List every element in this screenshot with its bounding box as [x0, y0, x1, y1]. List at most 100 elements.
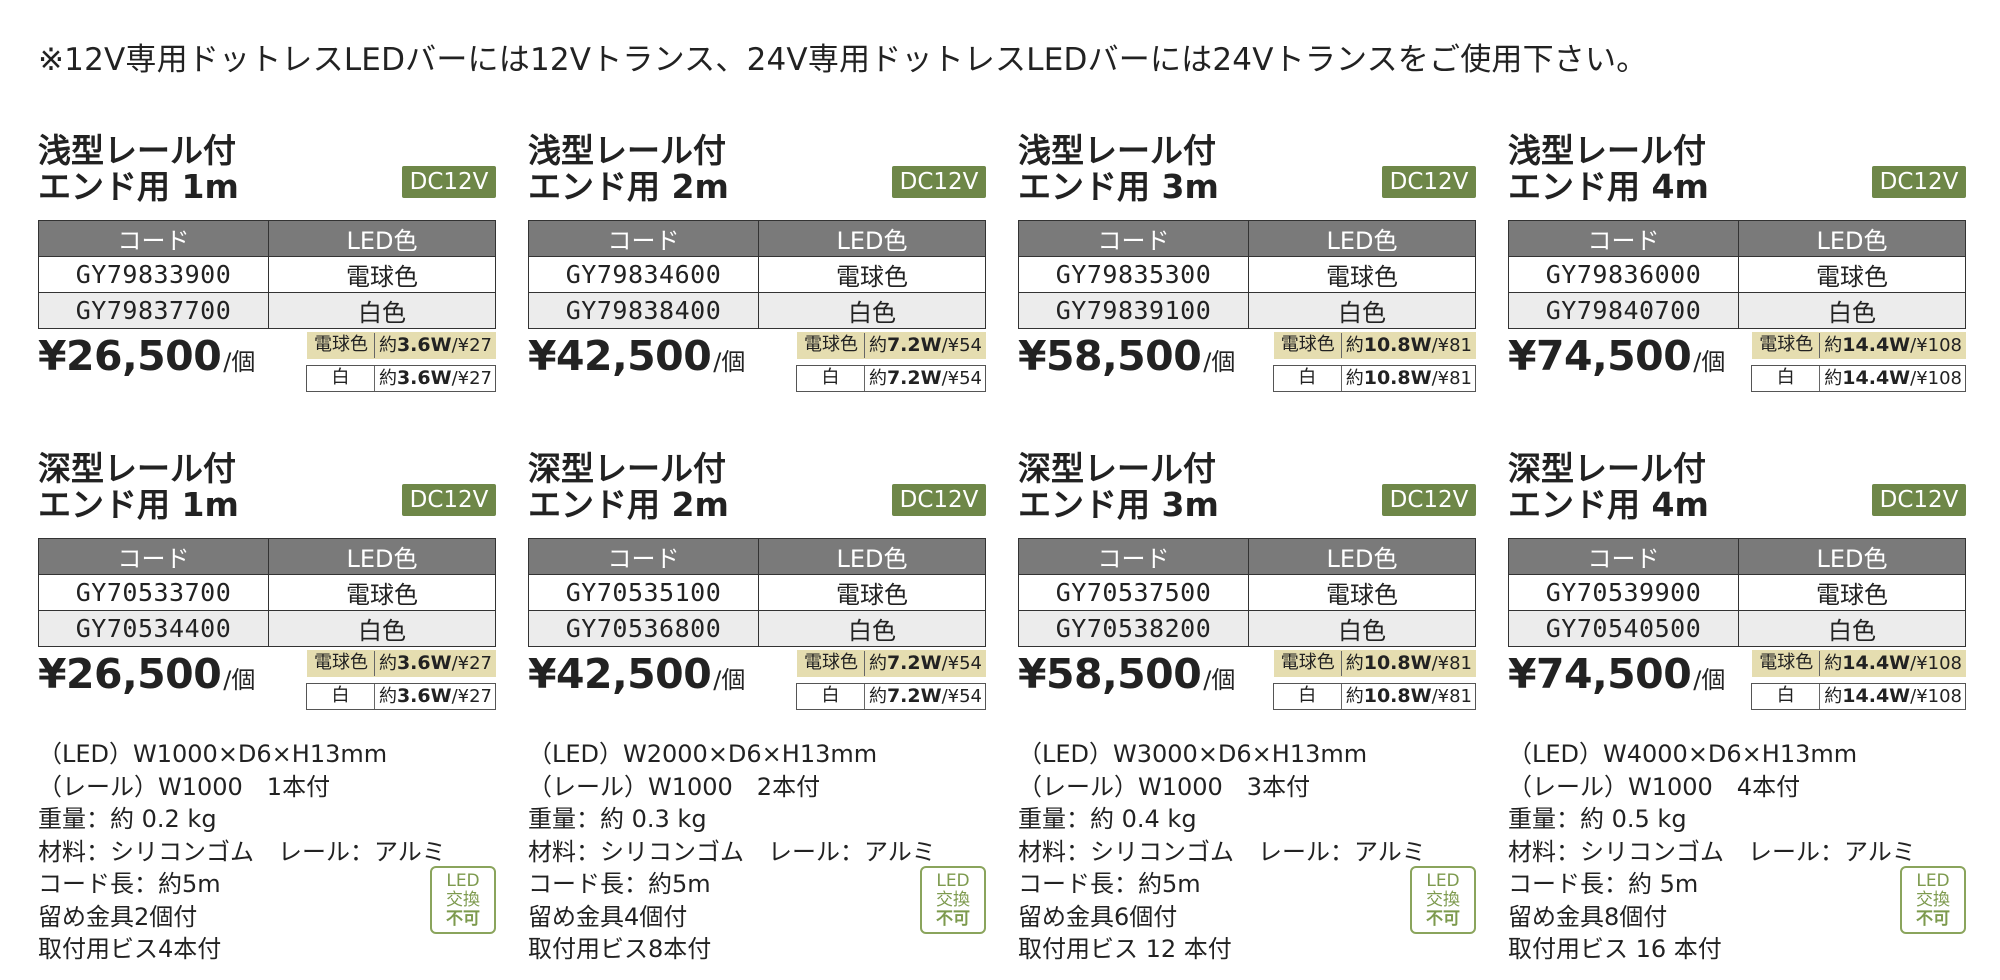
wattage: 3.6W	[396, 652, 452, 674]
price: ¥74,500/個	[1508, 650, 1725, 698]
notice-text: ※12V専用ドットレスLEDバーには12Vトランス、24V専用ドットレスLEDバ…	[38, 42, 1648, 78]
table-header-row: コード LED色	[38, 538, 496, 575]
code-column-header: コード	[1508, 220, 1739, 257]
product-title: 深型レール付 エンド用 1m DC12V	[38, 440, 496, 538]
led-color-column-header: LED色	[268, 538, 496, 575]
product-title-length: エンド用 2m	[528, 485, 729, 524]
electric-cost: /¥54	[941, 368, 982, 389]
electric-cost: /¥108	[1910, 335, 1962, 356]
electric-cost: /¥27	[451, 335, 492, 356]
product-title: 浅型レール付 エンド用 2m DC12V	[528, 122, 986, 220]
led-badge-line: 不可	[1426, 909, 1460, 929]
electric-cost: /¥81	[1431, 653, 1472, 674]
led-color: 白色	[1248, 292, 1476, 329]
price-amount: ¥26,500	[38, 332, 222, 380]
price-amount: ¥58,500	[1018, 332, 1202, 380]
price-unit: /個	[223, 666, 256, 694]
spec-line: （レール）W1000 2本付	[528, 772, 821, 801]
power-label-white: 白	[1274, 366, 1342, 391]
voltage-badge: DC12V	[1872, 166, 1966, 198]
price: ¥58,500/個	[1018, 332, 1235, 380]
wattage: 7.2W	[886, 685, 942, 707]
product-code: GY70537500	[1018, 574, 1249, 611]
led-not-replaceable-badge: LED 交換 不可	[920, 866, 986, 934]
code-column-header: コード	[38, 538, 269, 575]
approx-label: 約	[868, 335, 887, 356]
table-header-row: コード LED色	[528, 220, 986, 257]
code-column-header: コード	[1508, 538, 1739, 575]
spec-line: （レール）W1000 1本付	[38, 772, 331, 801]
power-white: 白 約7.2W/¥54	[795, 365, 986, 392]
led-color: 白色	[268, 292, 496, 329]
led-badge-line: LED	[1916, 871, 1950, 891]
electric-cost: /¥54	[941, 686, 982, 707]
price-unit: /個	[1693, 348, 1726, 376]
approx-label: 約	[378, 368, 397, 389]
product-title-length: エンド用 1m	[38, 485, 239, 524]
led-color: 電球色	[1248, 256, 1476, 293]
led-badge-line: 交換	[1426, 890, 1460, 910]
product-card: 深型レール付 エンド用 4m DC12V コード LED色 GY70539900…	[1508, 440, 1966, 963]
approx-label: 約	[378, 335, 397, 356]
product-code: GY70533700	[38, 574, 269, 611]
wattage: 3.6W	[396, 685, 452, 707]
power-white: 白 約10.8W/¥81	[1272, 365, 1476, 392]
product-code: GY70538200	[1018, 610, 1249, 647]
spec-line: 材料：シリコンゴム レール：アルミ	[1018, 837, 1426, 866]
approx-label: 約	[378, 653, 397, 674]
product-card: 浅型レール付 エンド用 4m DC12V コード LED色 GY79836000…	[1508, 122, 1966, 392]
table-row: GY70538200 白色	[1018, 610, 1476, 647]
wattage: 14.4W	[1842, 367, 1911, 389]
spec-line: コード長：約 5m	[1508, 870, 1699, 898]
voltage-badge: DC12V	[402, 166, 496, 198]
power-white: 白 約10.8W/¥81	[1272, 683, 1476, 710]
product-code: GY70534400	[38, 610, 269, 647]
power-value: 約10.8W/¥81	[1342, 366, 1475, 391]
price-unit: /個	[713, 348, 746, 376]
price: ¥26,500/個	[38, 650, 255, 698]
power-bulb-color: 電球色 約7.2W/¥54	[796, 332, 986, 359]
code-table: コード LED色 GY79834600 電球色 GY79838400 白色	[528, 220, 986, 329]
power-value: 約7.2W/¥54	[865, 684, 985, 709]
led-color-column-header: LED色	[758, 220, 986, 257]
led-color: 電球色	[268, 256, 496, 293]
table-row: GY70534400 白色	[38, 610, 496, 647]
power-white: 白 約14.4W/¥108	[1751, 683, 1966, 710]
led-badge-line: 不可	[446, 909, 480, 929]
product-title-length: エンド用 3m	[1018, 485, 1219, 524]
price-unit: /個	[1203, 348, 1236, 376]
power-value: 約3.6W/¥27	[375, 651, 495, 676]
spec-line: （レール）W1000 4本付	[1508, 772, 1801, 801]
product-card: 浅型レール付 エンド用 2m DC12V コード LED色 GY79834600…	[528, 122, 986, 392]
table-row: GY70535100 電球色	[528, 574, 986, 611]
wattage: 7.2W	[886, 334, 942, 356]
product-title: 深型レール付 エンド用 4m DC12V	[1508, 440, 1966, 538]
price-amount: ¥74,500	[1508, 332, 1692, 380]
product-title-type: 深型レール付	[1508, 449, 1706, 488]
voltage-badge: DC12V	[1872, 484, 1966, 516]
power-value: 約3.6W/¥27	[375, 684, 495, 709]
spec-list: （LED）W1000×D6×H13mm （レール）W1000 1本付 重量：約 0.…	[38, 738, 496, 966]
power-label-white: 白	[307, 366, 375, 391]
price: ¥26,500/個	[38, 332, 255, 380]
power-label-bulb: 電球色	[1275, 333, 1342, 358]
led-color: 電球色	[268, 574, 496, 611]
voltage-badge: DC12V	[1382, 484, 1476, 516]
product-code: GY70535100	[528, 574, 759, 611]
led-color-column-header: LED色	[268, 220, 496, 257]
price-amount: ¥42,500	[528, 332, 712, 380]
product-title-length: エンド用 4m	[1508, 167, 1709, 206]
spec-line: （LED）W4000×D6×H13mm	[1508, 740, 1858, 768]
power-bulb-color: 電球色 約14.4W/¥108	[1752, 332, 1966, 359]
code-column-header: コード	[1018, 538, 1249, 575]
power-value: 約10.8W/¥81	[1342, 333, 1475, 358]
product-title-length: エンド用 1m	[38, 167, 239, 206]
power-white: 白 約3.6W/¥27	[305, 365, 496, 392]
product-card: 浅型レール付 エンド用 1m DC12V コード LED色 GY79833900…	[38, 122, 496, 392]
led-badge-line: 交換	[446, 890, 480, 910]
code-table: コード LED色 GY79833900 電球色 GY79837700 白色	[38, 220, 496, 329]
spec-list: （LED）W2000×D6×H13mm （レール）W1000 2本付 重量：約 0.…	[528, 738, 986, 966]
table-header-row: コード LED色	[38, 220, 496, 257]
product-title: 浅型レール付 エンド用 4m DC12V	[1508, 122, 1966, 220]
power-label-bulb: 電球色	[1753, 651, 1821, 676]
